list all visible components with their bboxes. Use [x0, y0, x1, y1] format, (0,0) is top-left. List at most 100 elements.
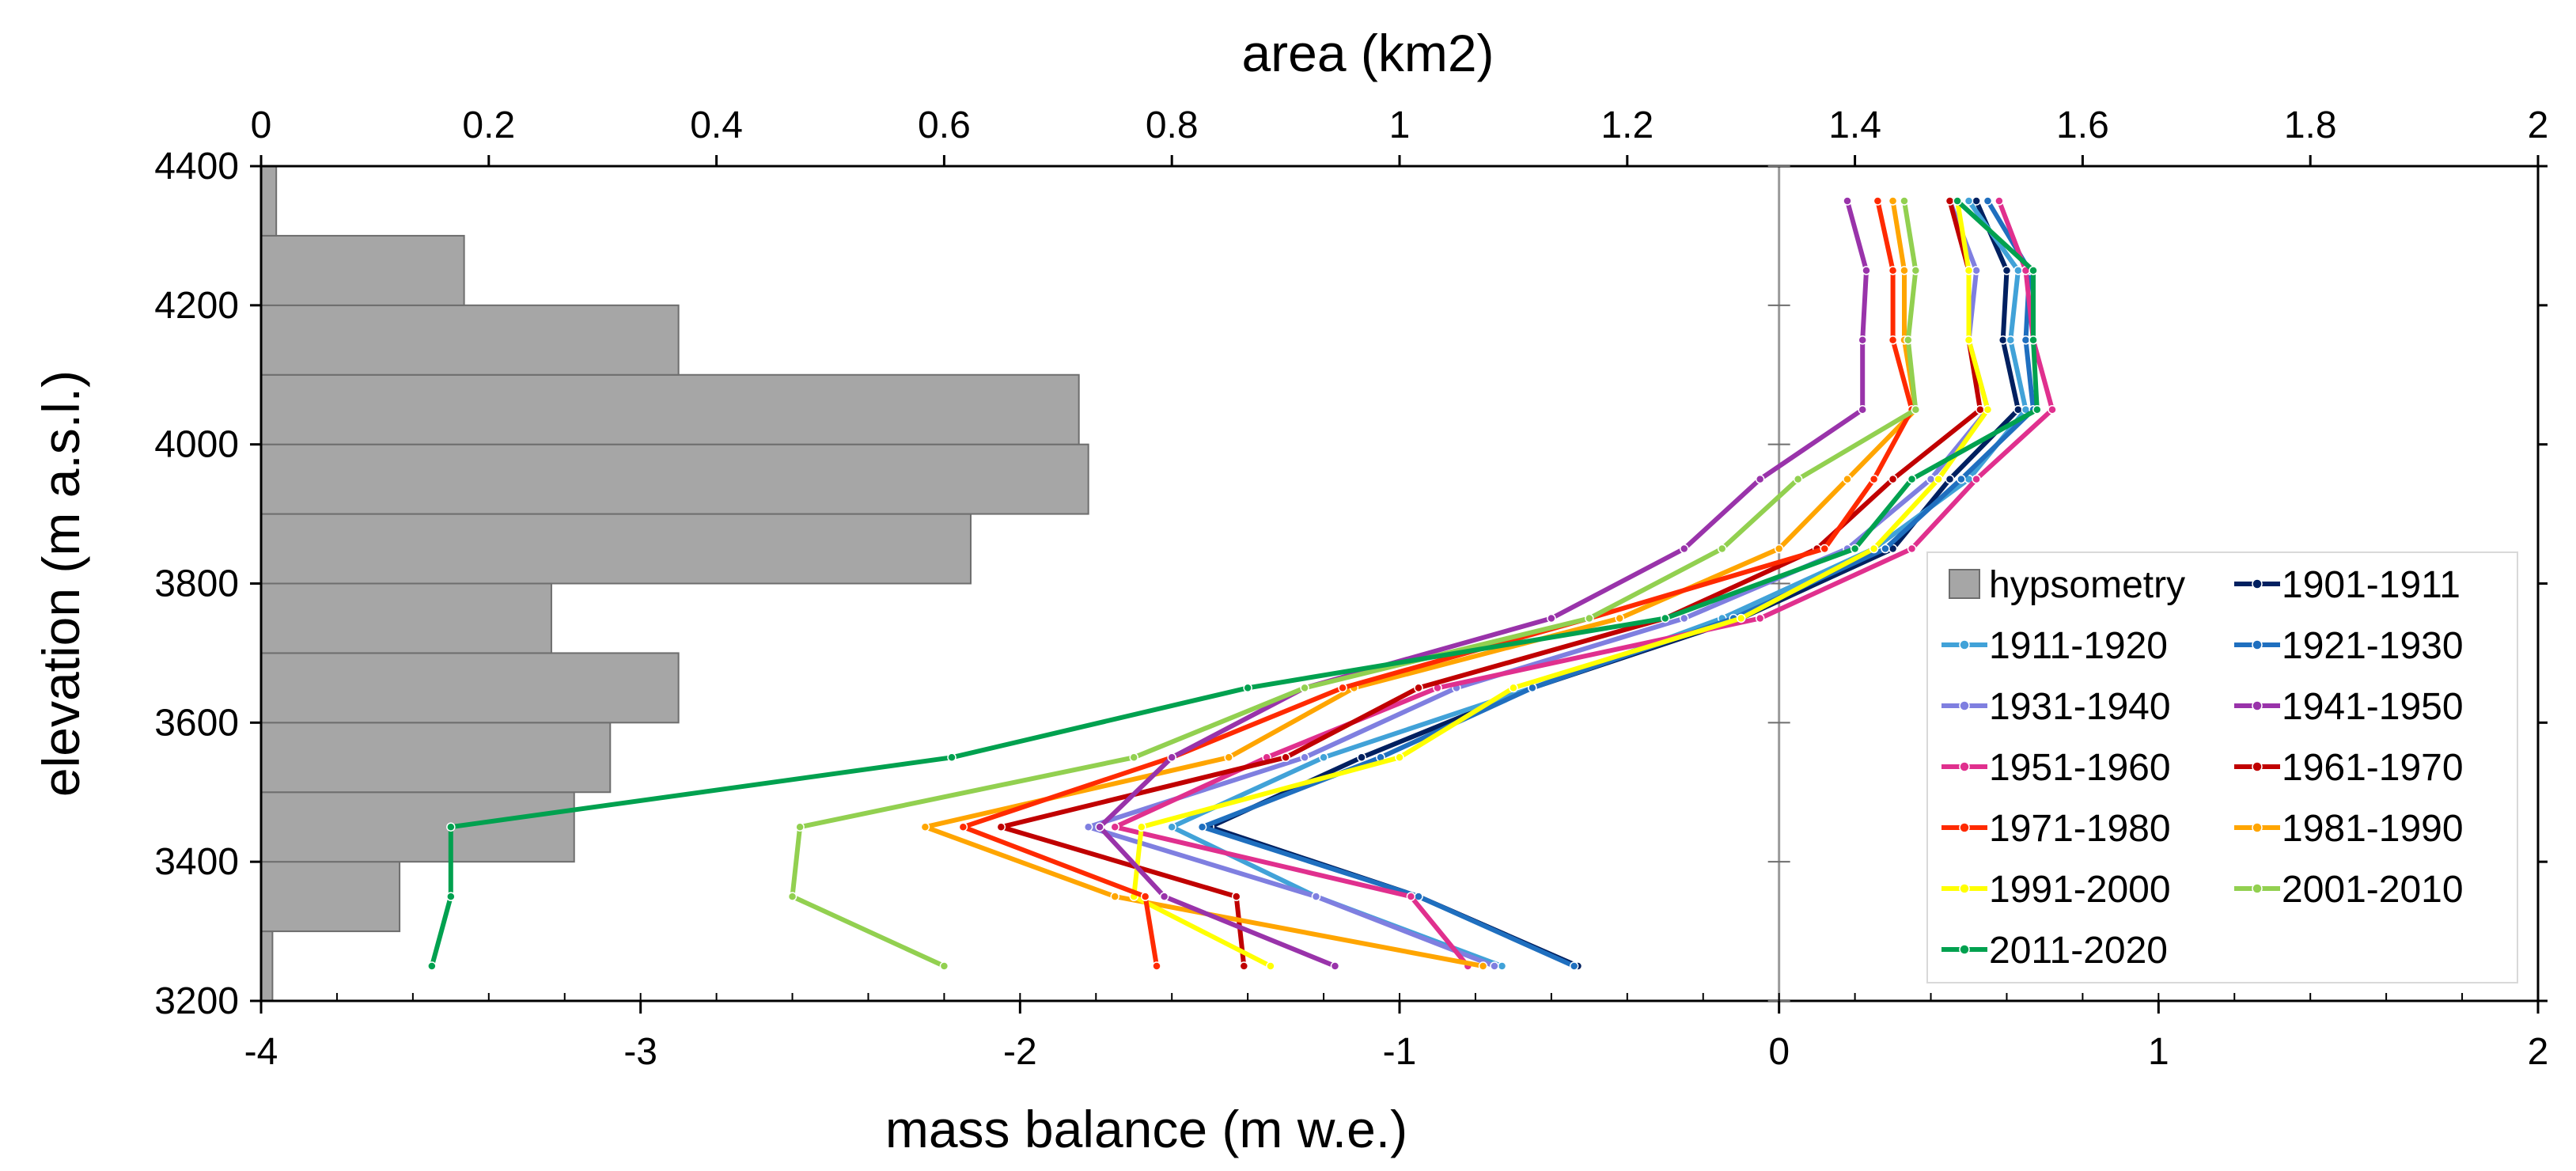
hypsometry-bars — [260, 165, 1089, 1002]
series-point — [427, 961, 437, 971]
legend-label: hypsometry — [1989, 564, 2185, 606]
series-point — [1843, 474, 1852, 484]
series-point — [1159, 892, 1169, 901]
legend-item: 1921-1930 — [2234, 625, 2464, 667]
legend-label: 2011-2020 — [1989, 930, 2168, 972]
x-top-tick-label: 2 — [2528, 104, 2549, 146]
series-point — [1615, 613, 1624, 623]
series-point — [2032, 404, 2042, 415]
x-bottom-tick-label: -3 — [623, 1031, 657, 1073]
series-point — [1300, 683, 1309, 693]
legend-box — [1926, 551, 2518, 983]
series-point — [1850, 544, 1860, 554]
series-point — [2029, 266, 2038, 275]
legend-item: hypsometry — [1949, 564, 2185, 606]
series-point — [947, 752, 957, 763]
legend-label: 1931-1940 — [1989, 686, 2171, 728]
x-top-tick-label: 0.6 — [918, 104, 971, 146]
legend-marker — [2252, 761, 2263, 772]
series-point — [1774, 544, 1784, 554]
series-point — [1330, 961, 1340, 971]
legend-swatch — [1949, 569, 1980, 599]
series-point — [1167, 822, 1176, 832]
legend-item: 1981-1990 — [2234, 808, 2464, 850]
series-point — [1129, 752, 1138, 763]
series-point — [1983, 196, 1993, 206]
legend-marker — [1959, 944, 1970, 955]
x-top-tick-label: 0.2 — [462, 104, 515, 146]
y-tick-label: 4000 — [154, 424, 239, 466]
x-top-tick-label: 1.2 — [1601, 104, 1654, 146]
series-point — [1266, 961, 1275, 971]
series-point — [1585, 613, 1594, 623]
series-point — [1239, 961, 1249, 971]
series-point — [1964, 266, 1974, 275]
series-point — [1406, 892, 1416, 901]
series-point — [1964, 335, 1974, 345]
hypsometry-bar — [260, 861, 401, 933]
legend-marker — [1959, 761, 1970, 772]
series-point — [1900, 266, 1909, 275]
series-point — [2006, 335, 2016, 345]
legend-marker — [2252, 822, 2263, 833]
series-point — [1110, 892, 1119, 901]
series-point — [1972, 266, 1981, 275]
series-point — [795, 822, 805, 832]
series-point — [1569, 961, 1579, 971]
series-line — [960, 199, 1915, 968]
series-2001-2010 — [787, 196, 1921, 971]
series-point — [1197, 822, 1207, 832]
series-point — [1083, 822, 1093, 832]
x-bottom-tick-label: 1 — [2148, 1031, 2169, 1073]
series-point — [996, 822, 1006, 832]
legend-label: 1941-1950 — [2282, 686, 2464, 728]
series-point — [1820, 544, 1829, 554]
legend-item: 1991-2000 — [1941, 869, 2171, 911]
series-lines — [427, 196, 2057, 971]
series-line — [429, 199, 2040, 968]
series-line — [790, 199, 1919, 968]
series-point — [1888, 335, 1898, 345]
series-point — [1953, 196, 1962, 206]
legend-marker — [2252, 883, 2263, 894]
series-point — [2048, 404, 2057, 415]
legend-label: 1961-1970 — [2282, 747, 2464, 789]
series-point — [1934, 474, 1943, 484]
series-point — [1319, 752, 1328, 763]
series-point — [1755, 474, 1765, 484]
legend-item: 2011-2020 — [1941, 930, 2168, 972]
series-point — [1137, 822, 1146, 832]
series-point — [1888, 266, 1898, 275]
series-point — [1095, 822, 1104, 832]
series-point — [1755, 613, 1765, 623]
hypsometry-bar — [260, 582, 552, 654]
legend-item: 1971-1980 — [1941, 808, 2171, 850]
series-point — [446, 892, 456, 901]
series-point — [958, 822, 968, 832]
series-point — [1311, 892, 1321, 901]
series-point — [1862, 266, 1871, 275]
series-point — [1490, 961, 1499, 971]
legend-label: 1911-1920 — [1989, 625, 2168, 667]
series-point — [1110, 822, 1119, 832]
series-point — [1167, 752, 1176, 763]
y-tick-label: 4400 — [154, 146, 239, 188]
series-line — [1169, 199, 2029, 968]
legend-marker — [1959, 822, 1970, 833]
series-1951-1960 — [1110, 196, 2057, 971]
series-point — [1243, 683, 1252, 693]
hypsometry-bar — [260, 930, 274, 1002]
series-point — [1224, 752, 1233, 763]
series-point — [1300, 752, 1309, 763]
series-point — [2013, 266, 2023, 275]
series-point — [1509, 683, 1518, 693]
legend-marker — [1959, 639, 1970, 650]
x-top-tick-label: 1.6 — [2056, 104, 2109, 146]
hypsometry-bar — [260, 513, 972, 585]
x-bottom-tick-label: -4 — [244, 1031, 278, 1073]
series-point — [1995, 196, 2004, 206]
series-point — [1717, 544, 1727, 554]
x-top-tick-label: 0.4 — [690, 104, 743, 146]
legend-label: 1991-2000 — [1989, 869, 2171, 911]
